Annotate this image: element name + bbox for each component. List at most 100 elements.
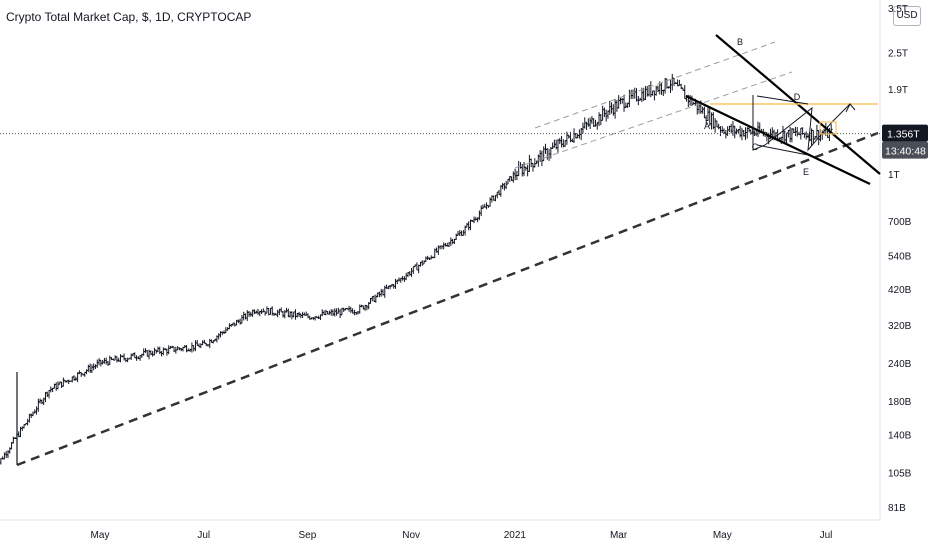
candle <box>545 147 549 160</box>
candle <box>656 85 660 93</box>
candle <box>729 123 733 134</box>
x-tick-label: Mar <box>610 530 628 541</box>
candle <box>585 121 589 130</box>
candle <box>401 276 405 281</box>
y-tick-label: 81B <box>888 503 906 514</box>
candle <box>788 126 792 143</box>
candle <box>442 242 446 250</box>
y-tick-label: 180B <box>888 397 912 408</box>
candle <box>2 452 6 460</box>
candle <box>35 406 39 415</box>
candle <box>520 163 524 177</box>
candle <box>454 233 458 240</box>
candle <box>599 114 603 126</box>
candle <box>217 333 221 340</box>
candle <box>631 89 635 99</box>
candle <box>660 82 664 95</box>
candle <box>615 99 619 112</box>
price-tag-label: 1.356T <box>887 129 920 141</box>
candle <box>31 411 35 417</box>
y-tick-label: 2.5T <box>888 49 908 60</box>
candle <box>424 256 428 263</box>
candle <box>60 381 64 388</box>
pattern-label-e: E <box>803 167 809 177</box>
candle <box>790 128 794 143</box>
y-tick-label: 420B <box>888 285 912 296</box>
candle <box>72 375 76 381</box>
candle <box>142 348 146 356</box>
candle <box>372 295 376 302</box>
candle <box>495 191 499 199</box>
candle <box>581 122 585 134</box>
candle <box>606 110 610 119</box>
pattern-label-b: B <box>737 37 743 47</box>
candle <box>83 371 87 377</box>
wedge-lower <box>685 95 871 185</box>
candle <box>711 112 715 130</box>
candle <box>467 221 471 231</box>
x-tick-label: Nov <box>402 530 420 541</box>
candle <box>97 358 101 366</box>
candle <box>622 94 626 112</box>
candle <box>720 126 724 134</box>
candle <box>538 150 542 163</box>
x-tick-label: May <box>91 530 110 541</box>
candle <box>702 106 706 119</box>
currency-badge[interactable]: USD <box>893 6 921 26</box>
y-tick-label: 1T <box>888 170 900 181</box>
y-tick-label: 320B <box>888 321 912 332</box>
x-tick-label: Jul <box>197 530 210 541</box>
candle <box>477 210 481 221</box>
candle <box>36 398 40 412</box>
candle <box>238 318 242 325</box>
candle <box>601 105 605 121</box>
candle <box>524 166 528 171</box>
candle <box>285 307 289 313</box>
candle <box>93 364 97 369</box>
candle <box>276 309 280 318</box>
candle <box>47 389 51 399</box>
candle <box>70 376 74 383</box>
candle <box>151 351 155 357</box>
candle <box>290 311 294 320</box>
candle <box>88 363 92 373</box>
candle <box>161 347 165 356</box>
candle <box>349 306 353 313</box>
candle <box>461 230 465 236</box>
candle <box>79 371 83 377</box>
candle <box>306 313 310 319</box>
candle <box>506 178 510 185</box>
candle <box>551 142 555 150</box>
candle <box>104 357 108 365</box>
candle <box>474 216 478 221</box>
candle <box>608 100 612 115</box>
countdown-tag-bg <box>882 141 928 159</box>
candle <box>540 150 544 167</box>
pattern-label-c: C <box>752 142 759 152</box>
candle <box>456 230 460 236</box>
candle <box>633 87 637 99</box>
channel-lower <box>514 71 793 169</box>
candle <box>706 107 710 122</box>
candle <box>408 271 412 276</box>
y-tick-label: 1.9T <box>888 85 908 96</box>
candle <box>145 350 149 357</box>
chart-title: Crypto Total Market Cap, $, 1D, CRYPTOCA… <box>6 10 252 24</box>
candle <box>451 239 455 245</box>
candle <box>158 346 162 355</box>
y-tick-label: 140B <box>888 430 912 441</box>
candle <box>643 85 647 100</box>
candle <box>586 118 590 127</box>
candle <box>242 311 246 321</box>
pattern-bd-line <box>756 95 809 105</box>
candle <box>588 117 592 130</box>
x-tick-label: Jul <box>820 530 833 541</box>
candle <box>717 123 721 130</box>
candle <box>245 310 249 321</box>
candle <box>261 308 265 313</box>
candle <box>593 119 597 127</box>
candle <box>501 183 505 190</box>
candle <box>411 266 415 274</box>
